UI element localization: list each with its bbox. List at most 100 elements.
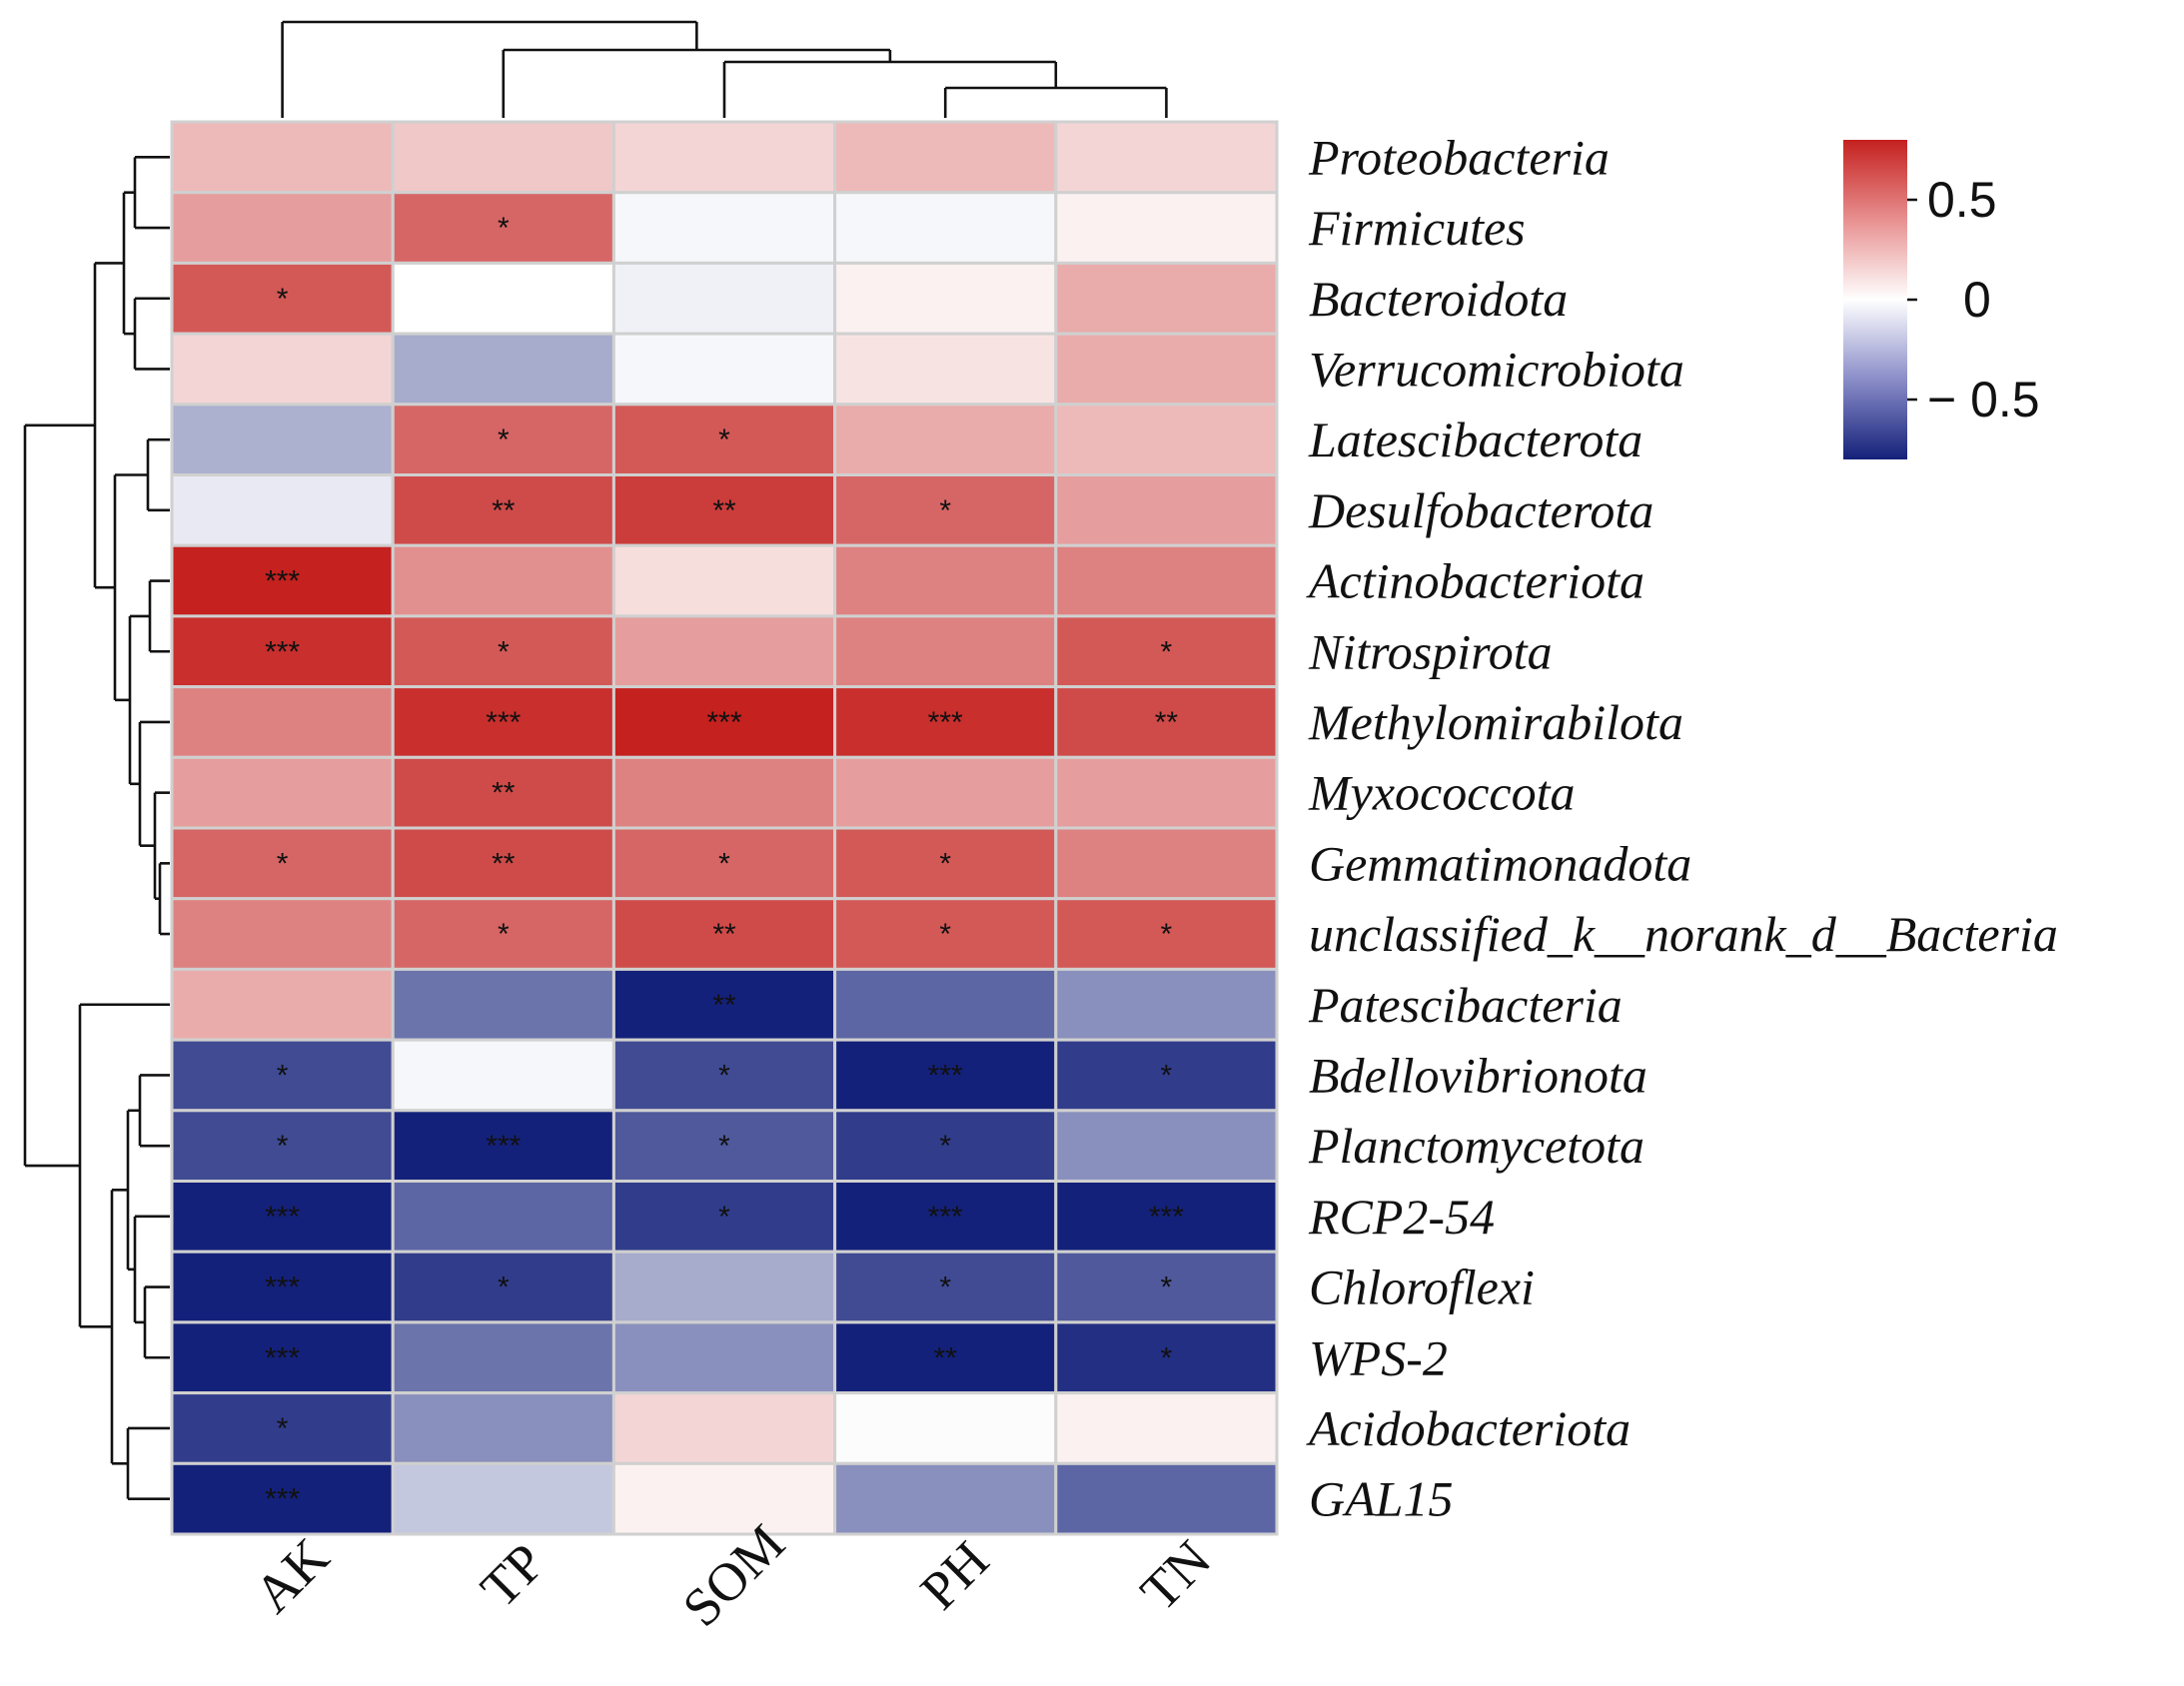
significance-mark: * bbox=[277, 1412, 289, 1445]
heatmap-cell bbox=[833, 1391, 1058, 1465]
significance-mark: * bbox=[498, 423, 510, 456]
significance-mark: ** bbox=[492, 494, 516, 527]
row-label: Firmicutes bbox=[1308, 200, 1526, 256]
heatmap-cell bbox=[833, 614, 1058, 689]
heatmap-cell bbox=[391, 1038, 615, 1113]
significance-mark: * bbox=[498, 212, 510, 245]
heatmap-cell bbox=[391, 1250, 615, 1324]
significance-marks: *** *** ** ******* * **** *** *** ***** ** * ** ** * *… bbox=[265, 212, 1184, 1516]
heatmap-cell bbox=[611, 1320, 837, 1395]
heatmap-cell bbox=[611, 1109, 837, 1184]
significance-mark: * bbox=[277, 283, 289, 316]
significance-mark: * bbox=[277, 847, 289, 880]
heatmap-cell bbox=[391, 261, 615, 336]
significance-mark: ** bbox=[712, 989, 736, 1022]
significance-mark: * bbox=[939, 847, 951, 880]
heatmap-cells bbox=[170, 120, 1279, 1536]
heatmap-cell bbox=[1054, 261, 1279, 336]
significance-mark: * bbox=[718, 1130, 730, 1163]
row-label: Chloroflexi bbox=[1309, 1260, 1535, 1315]
heatmap-cell bbox=[1054, 1250, 1279, 1324]
row-label: Latescibacterota bbox=[1308, 412, 1642, 467]
significance-mark: *** bbox=[486, 1130, 521, 1163]
significance-mark: * bbox=[277, 1130, 289, 1163]
row-label: Acidobacteriota bbox=[1306, 1400, 1631, 1456]
significance-mark: * bbox=[939, 1130, 951, 1163]
heatmap-cell bbox=[833, 1461, 1058, 1536]
heatmap-cell bbox=[170, 191, 395, 265]
heatmap-cell bbox=[833, 1109, 1058, 1184]
significance-mark: * bbox=[1161, 1341, 1173, 1374]
significance-mark: * bbox=[718, 1059, 730, 1092]
heatmap-cell bbox=[611, 614, 837, 689]
row-label: Bdellovibrionota bbox=[1309, 1047, 1647, 1103]
row-label: Actinobacteriota bbox=[1306, 553, 1644, 609]
row-label: Methylomirabilota bbox=[1308, 694, 1683, 750]
significance-mark: * bbox=[277, 1059, 289, 1092]
row-labels: Proteobacteria Firmicutes Bacteroidota Verr… bbox=[1306, 129, 2058, 1526]
significance-mark: *** bbox=[928, 706, 963, 739]
heatmap-cell bbox=[1054, 967, 1279, 1042]
heatmap-cell bbox=[1054, 1038, 1279, 1113]
heatmap-cell bbox=[1054, 1461, 1279, 1536]
heatmap-cell bbox=[1054, 614, 1279, 689]
significance-mark: * bbox=[939, 494, 951, 527]
significance-mark: *** bbox=[928, 1201, 963, 1234]
significance-mark: *** bbox=[265, 1483, 300, 1516]
significance-mark: * bbox=[1161, 635, 1173, 668]
heatmap-cell bbox=[611, 1391, 837, 1465]
row-label: Planctomycetota bbox=[1308, 1118, 1644, 1174]
heatmap-cell bbox=[1054, 1180, 1279, 1254]
heatmap-cell bbox=[391, 614, 615, 689]
row-label: Bacteroidota bbox=[1309, 271, 1568, 327]
heatmap-cell bbox=[170, 1109, 395, 1184]
column-label: PH bbox=[909, 1530, 1000, 1621]
heatmap-cell bbox=[1054, 332, 1279, 407]
significance-mark: ** bbox=[712, 494, 736, 527]
heatmap-cell bbox=[611, 1461, 837, 1536]
significance-mark: * bbox=[718, 423, 730, 456]
significance-mark: * bbox=[1161, 918, 1173, 951]
significance-mark: * bbox=[498, 918, 510, 951]
significance-mark: *** bbox=[928, 1059, 963, 1092]
heatmap-cell bbox=[611, 755, 837, 830]
row-label: Verrucomicrobiota bbox=[1309, 341, 1684, 397]
heatmap-cell bbox=[833, 543, 1058, 618]
colorbar-tick-label: 0.5 bbox=[1927, 172, 1997, 228]
heatmap-cell bbox=[170, 967, 395, 1042]
row-label: Desulfobacterota bbox=[1308, 482, 1653, 538]
row-label: unclassified_k__norank_d__Bacteria bbox=[1309, 906, 2058, 962]
heatmap-cell bbox=[1054, 473, 1279, 547]
heatmap-cell bbox=[170, 1250, 395, 1324]
heatmap-cell bbox=[1054, 1109, 1279, 1184]
significance-mark: *** bbox=[265, 1271, 300, 1304]
heatmap-cell bbox=[391, 1391, 615, 1465]
column-label: AK bbox=[243, 1526, 341, 1624]
significance-mark: * bbox=[939, 1271, 951, 1304]
heatmap-cell bbox=[1054, 826, 1279, 901]
heatmap-cell bbox=[391, 1461, 615, 1536]
heatmap-cell bbox=[611, 191, 837, 265]
heatmap-cell bbox=[391, 332, 615, 407]
heatmap-cell bbox=[1054, 755, 1279, 830]
heatmap-cell bbox=[170, 1038, 395, 1113]
heatmap-cell bbox=[1054, 1320, 1279, 1395]
significance-mark: * bbox=[498, 635, 510, 668]
significance-mark: ** bbox=[492, 777, 516, 810]
heatmap-cell bbox=[170, 755, 395, 830]
heatmap-cell bbox=[611, 261, 837, 336]
heatmap-cell bbox=[391, 543, 615, 618]
heatmap-cell bbox=[170, 614, 395, 689]
heatmap-cell bbox=[611, 403, 837, 476]
heatmap-cell bbox=[391, 120, 615, 195]
colorbar-tick-label: 0 bbox=[1963, 272, 1991, 328]
significance-mark: * bbox=[1161, 1059, 1173, 1092]
heatmap-cell bbox=[833, 261, 1058, 336]
heatmap-cell bbox=[391, 403, 615, 476]
heatmap-cell bbox=[170, 403, 395, 476]
colorbar-gradient bbox=[1843, 140, 1907, 459]
heatmap-cell bbox=[170, 1320, 395, 1395]
row-dendrogram bbox=[23, 156, 170, 1500]
heatmap-cell bbox=[833, 967, 1058, 1042]
heatmap-cell bbox=[611, 120, 837, 195]
